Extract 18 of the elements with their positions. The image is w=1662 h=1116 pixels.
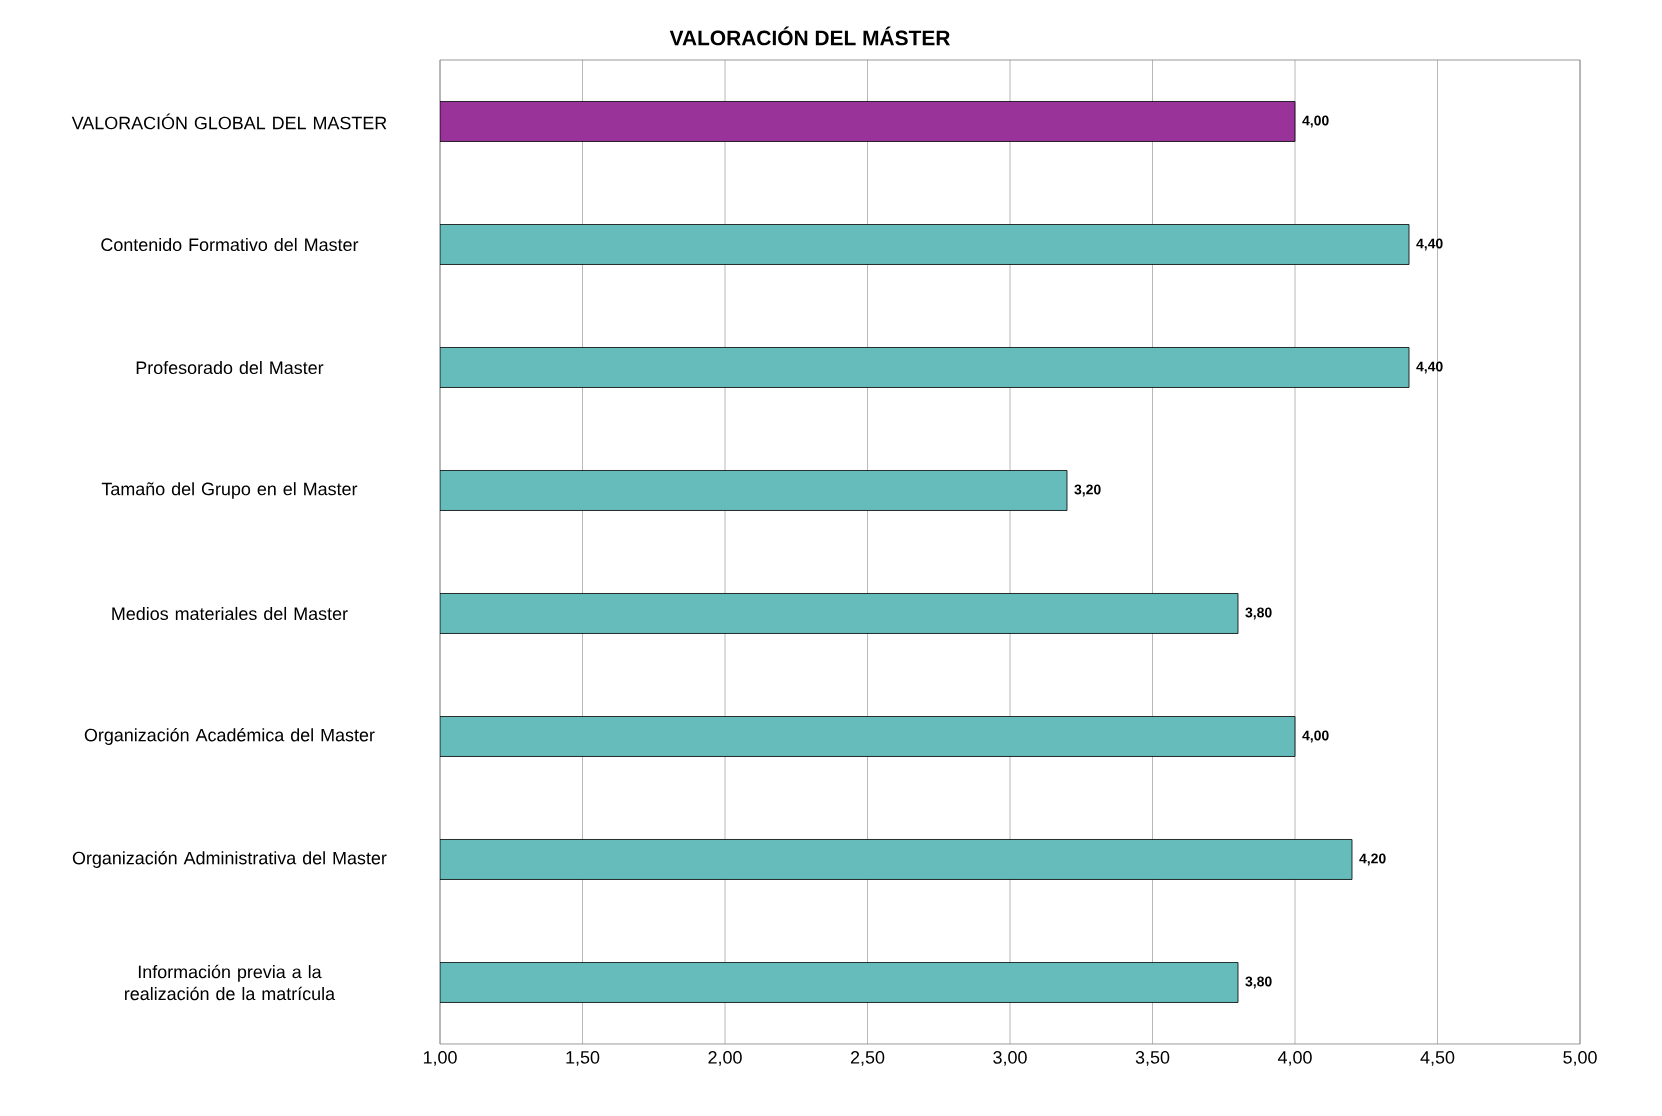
x-tick-label: 3,00 bbox=[993, 1051, 1027, 1066]
x-tick-label: 3,50 bbox=[1135, 1051, 1170, 1066]
y-tick-label: Contenido Formativo del Master bbox=[101, 237, 359, 252]
y-tick-label: Información previa a la realización de la matrícula bbox=[125, 964, 336, 1001]
y-tick-label: Medios materiales del Master bbox=[112, 606, 348, 621]
x-tick-label: 2,50 bbox=[850, 1051, 885, 1066]
x-tick-label: 5,00 bbox=[1563, 1051, 1597, 1066]
y-tick-label: VALORACIÓN GLOBAL DEL MASTER bbox=[71, 113, 387, 130]
x-tick-label: 1,50 bbox=[566, 1051, 600, 1066]
x-tick-label: 4,00 bbox=[1277, 1051, 1312, 1066]
x-tick-label: 4,50 bbox=[1420, 1051, 1455, 1066]
y-tick-label: Profesorado del Master bbox=[136, 360, 324, 375]
x-tick-label: 2,00 bbox=[708, 1051, 742, 1066]
y-tick-label: Organización Administrativa del Master bbox=[72, 851, 387, 868]
x-tick-label: 1,00 bbox=[423, 1051, 457, 1066]
y-tick-label: Organización Académica del Master bbox=[84, 728, 375, 745]
chart-title: VALORACIÓN DEL MÁSTER bbox=[669, 26, 950, 46]
y-tick-label: Tamaño del Grupo en el Master bbox=[101, 482, 358, 499]
